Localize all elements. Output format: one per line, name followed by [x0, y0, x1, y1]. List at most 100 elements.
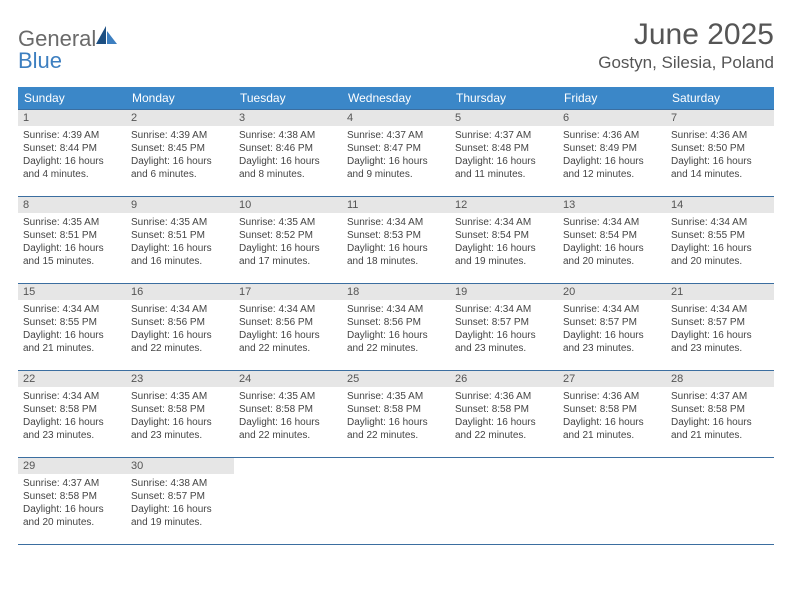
daylight-text: Daylight: 16 hours and 4 minutes. [23, 155, 121, 181]
daylight-text: Daylight: 16 hours and 19 minutes. [131, 503, 229, 529]
day-cell: 29Sunrise: 4:37 AMSunset: 8:58 PMDayligh… [18, 458, 126, 544]
sunset-text: Sunset: 8:54 PM [563, 229, 661, 242]
day-number: 21 [666, 284, 774, 300]
day-number: 4 [342, 110, 450, 126]
day-details: Sunrise: 4:34 AMSunset: 8:53 PMDaylight:… [342, 213, 450, 273]
day-details: Sunrise: 4:34 AMSunset: 8:55 PMDaylight:… [666, 213, 774, 273]
sunrise-text: Sunrise: 4:34 AM [563, 303, 661, 316]
sunset-text: Sunset: 8:57 PM [671, 316, 769, 329]
daylight-text: Daylight: 16 hours and 6 minutes. [131, 155, 229, 181]
sunrise-text: Sunrise: 4:34 AM [23, 303, 121, 316]
day-cell: 3Sunrise: 4:38 AMSunset: 8:46 PMDaylight… [234, 110, 342, 196]
sunrise-text: Sunrise: 4:38 AM [239, 129, 337, 142]
daylight-text: Daylight: 16 hours and 12 minutes. [563, 155, 661, 181]
sunrise-text: Sunrise: 4:37 AM [23, 477, 121, 490]
day-cell: 6Sunrise: 4:36 AMSunset: 8:49 PMDaylight… [558, 110, 666, 196]
sunset-text: Sunset: 8:51 PM [131, 229, 229, 242]
daylight-text: Daylight: 16 hours and 21 minutes. [23, 329, 121, 355]
day-details: Sunrise: 4:39 AMSunset: 8:45 PMDaylight:… [126, 126, 234, 186]
sunset-text: Sunset: 8:50 PM [671, 142, 769, 155]
day-cell [666, 458, 774, 544]
day-number: 22 [18, 371, 126, 387]
sunrise-text: Sunrise: 4:35 AM [131, 390, 229, 403]
daylight-text: Daylight: 16 hours and 19 minutes. [455, 242, 553, 268]
sunrise-text: Sunrise: 4:37 AM [347, 129, 445, 142]
day-details: Sunrise: 4:34 AMSunset: 8:57 PMDaylight:… [558, 300, 666, 360]
day-cell: 2Sunrise: 4:39 AMSunset: 8:45 PMDaylight… [126, 110, 234, 196]
daylight-text: Daylight: 16 hours and 20 minutes. [563, 242, 661, 268]
day-cell: 30Sunrise: 4:38 AMSunset: 8:57 PMDayligh… [126, 458, 234, 544]
logo-text: GeneralBlue [18, 26, 118, 72]
day-number: 1 [18, 110, 126, 126]
daylight-text: Daylight: 16 hours and 23 minutes. [23, 416, 121, 442]
daylight-text: Daylight: 16 hours and 22 minutes. [131, 329, 229, 355]
sunset-text: Sunset: 8:57 PM [563, 316, 661, 329]
day-cell: 26Sunrise: 4:36 AMSunset: 8:58 PMDayligh… [450, 371, 558, 457]
daylight-text: Daylight: 16 hours and 22 minutes. [347, 416, 445, 442]
day-number: 5 [450, 110, 558, 126]
day-number: 13 [558, 197, 666, 213]
sunset-text: Sunset: 8:56 PM [347, 316, 445, 329]
sunset-text: Sunset: 8:58 PM [347, 403, 445, 416]
day-number: 18 [342, 284, 450, 300]
day-details: Sunrise: 4:34 AMSunset: 8:56 PMDaylight:… [234, 300, 342, 360]
day-details: Sunrise: 4:36 AMSunset: 8:58 PMDaylight:… [450, 387, 558, 447]
sunset-text: Sunset: 8:55 PM [23, 316, 121, 329]
day-details: Sunrise: 4:35 AMSunset: 8:58 PMDaylight:… [126, 387, 234, 447]
weekday-header: Friday [558, 87, 666, 109]
sunrise-text: Sunrise: 4:34 AM [455, 216, 553, 229]
sunrise-text: Sunrise: 4:35 AM [23, 216, 121, 229]
day-cell: 21 Sunrise: 4:34 AMSunset: 8:57 PMDayligh… [666, 284, 774, 370]
sunrise-text: Sunrise: 4:34 AM [563, 216, 661, 229]
day-number: 17 [234, 284, 342, 300]
sunrise-text: Sunrise: 4:36 AM [563, 129, 661, 142]
sunset-text: Sunset: 8:46 PM [239, 142, 337, 155]
sunset-text: Sunset: 8:56 PM [131, 316, 229, 329]
day-number: 27 [558, 371, 666, 387]
sunrise-text: Sunrise: 4:34 AM [131, 303, 229, 316]
day-details: Sunrise: 4:36 AMSunset: 8:49 PMDaylight:… [558, 126, 666, 186]
sunset-text: Sunset: 8:44 PM [23, 142, 121, 155]
day-cell: 28Sunrise: 4:37 AMSunset: 8:58 PMDayligh… [666, 371, 774, 457]
day-cell [558, 458, 666, 544]
day-number: 8 [18, 197, 126, 213]
day-cell: 23Sunrise: 4:35 AMSunset: 8:58 PMDayligh… [126, 371, 234, 457]
day-number: 6 [558, 110, 666, 126]
daylight-text: Daylight: 16 hours and 21 minutes. [563, 416, 661, 442]
calendar-grid: Sunday Monday Tuesday Wednesday Thursday… [18, 87, 774, 545]
sunrise-text: Sunrise: 4:37 AM [671, 390, 769, 403]
sunset-text: Sunset: 8:51 PM [23, 229, 121, 242]
weekday-header: Monday [126, 87, 234, 109]
sunset-text: Sunset: 8:49 PM [563, 142, 661, 155]
sunset-text: Sunset: 8:55 PM [671, 229, 769, 242]
day-cell: 1Sunrise: 4:39 AMSunset: 8:44 PMDaylight… [18, 110, 126, 196]
day-number: 30 [126, 458, 234, 474]
sunset-text: Sunset: 8:58 PM [455, 403, 553, 416]
daylight-text: Daylight: 16 hours and 15 minutes. [23, 242, 121, 268]
weeks-container: 1Sunrise: 4:39 AMSunset: 8:44 PMDaylight… [18, 109, 774, 545]
sunset-text: Sunset: 8:54 PM [455, 229, 553, 242]
day-details: Sunrise: 4:34 AMSunset: 8:54 PMDaylight:… [450, 213, 558, 273]
day-cell [234, 458, 342, 544]
sunrise-text: Sunrise: 4:34 AM [671, 303, 769, 316]
day-number: 19 [450, 284, 558, 300]
day-number: 23 [126, 371, 234, 387]
daylight-text: Daylight: 16 hours and 17 minutes. [239, 242, 337, 268]
daylight-text: Daylight: 16 hours and 23 minutes. [671, 329, 769, 355]
sunrise-text: Sunrise: 4:34 AM [455, 303, 553, 316]
day-details: Sunrise: 4:36 AMSunset: 8:58 PMDaylight:… [558, 387, 666, 447]
day-cell [450, 458, 558, 544]
sunset-text: Sunset: 8:48 PM [455, 142, 553, 155]
brand-logo: GeneralBlue [18, 18, 118, 72]
location-subtitle: Gostyn, Silesia, Poland [598, 53, 774, 73]
day-cell: 4Sunrise: 4:37 AMSunset: 8:47 PMDaylight… [342, 110, 450, 196]
weekday-header: Wednesday [342, 87, 450, 109]
day-cell: 22Sunrise: 4:34 AMSunset: 8:58 PMDayligh… [18, 371, 126, 457]
day-cell [342, 458, 450, 544]
daylight-text: Daylight: 16 hours and 21 minutes. [671, 416, 769, 442]
sunrise-text: Sunrise: 4:36 AM [563, 390, 661, 403]
sunrise-text: Sunrise: 4:39 AM [131, 129, 229, 142]
day-details: Sunrise: 4:37 AMSunset: 8:48 PMDaylight:… [450, 126, 558, 186]
sunrise-text: Sunrise: 4:35 AM [131, 216, 229, 229]
daylight-text: Daylight: 16 hours and 23 minutes. [131, 416, 229, 442]
